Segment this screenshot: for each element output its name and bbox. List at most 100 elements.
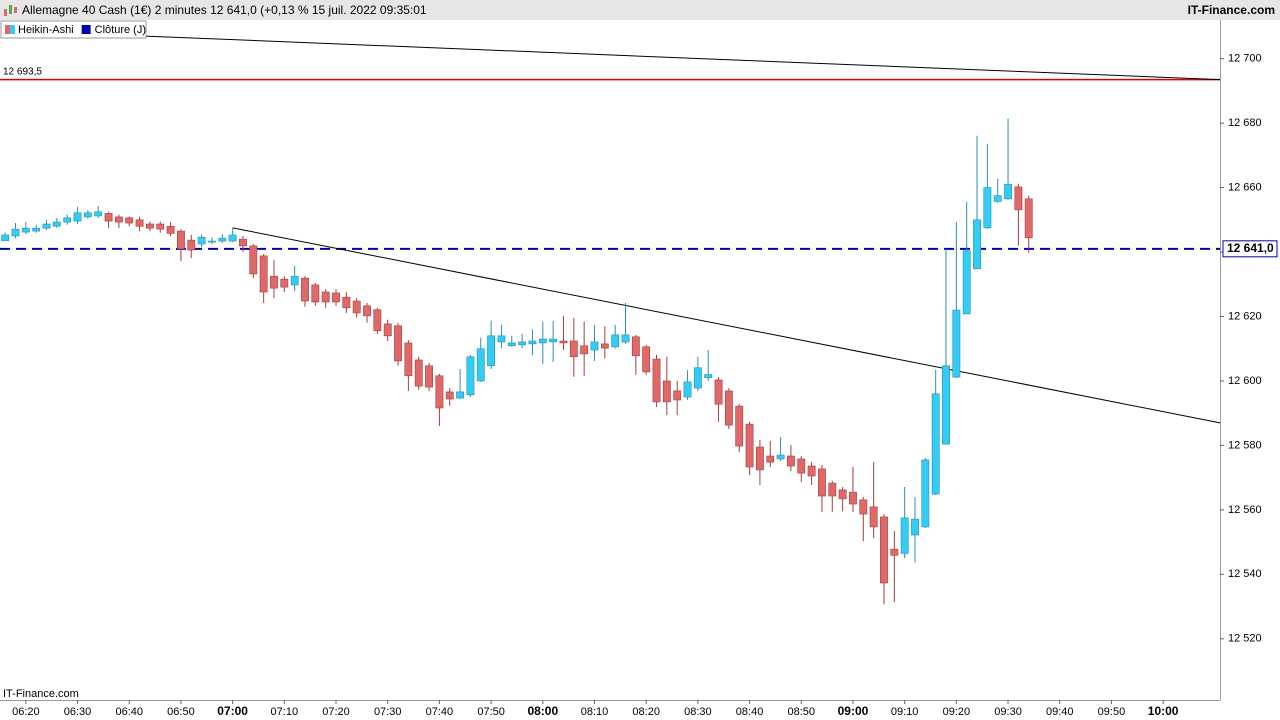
candle-body bbox=[538, 338, 547, 344]
legend-swatch bbox=[81, 25, 91, 34]
x-tick-label: 07:10 bbox=[271, 706, 299, 718]
candle-body bbox=[528, 340, 537, 345]
candle-body bbox=[693, 367, 702, 389]
candle-body bbox=[973, 219, 981, 270]
candle-body bbox=[849, 491, 857, 505]
candle-body bbox=[921, 459, 930, 528]
candle-body bbox=[394, 325, 402, 362]
candle-body bbox=[962, 250, 971, 315]
candle-body bbox=[549, 338, 558, 343]
candle-body bbox=[621, 334, 630, 343]
x-tick-label: 06:40 bbox=[115, 706, 143, 718]
candle-body bbox=[755, 446, 764, 471]
candle-body bbox=[983, 187, 992, 229]
candle-body bbox=[818, 468, 826, 497]
candle-body bbox=[104, 213, 113, 222]
candle-body bbox=[652, 358, 661, 403]
x-tick-label: 07:00 bbox=[217, 704, 248, 718]
header-icon bbox=[4, 5, 17, 16]
y-tick-label: 12 580 bbox=[1228, 439, 1262, 451]
legend-label: Heikin-Ashi bbox=[18, 24, 74, 36]
x-tick-label: 09:50 bbox=[1098, 706, 1126, 718]
candle-body bbox=[611, 334, 620, 348]
x-tick-label: 07:30 bbox=[374, 706, 402, 718]
candle-body bbox=[301, 277, 309, 302]
candle-body bbox=[363, 305, 371, 317]
trend-line bbox=[129, 34, 1221, 81]
candle-body bbox=[197, 236, 206, 245]
candle-body bbox=[580, 345, 589, 355]
candle-body bbox=[828, 482, 837, 497]
x-tick-label: 06:30 bbox=[64, 706, 92, 718]
legend-label: Clôture (J) bbox=[95, 24, 146, 36]
y-tick-label: 12 700 bbox=[1228, 53, 1262, 65]
candle-body bbox=[559, 340, 568, 344]
candle-body bbox=[228, 234, 237, 242]
candle-body bbox=[425, 365, 433, 388]
candle-body bbox=[445, 391, 454, 400]
candle-body bbox=[83, 212, 92, 218]
candle-body bbox=[838, 489, 847, 500]
y-tick-label: 12 680 bbox=[1228, 117, 1262, 129]
candle-body bbox=[518, 341, 527, 346]
candle-body bbox=[1024, 198, 1033, 239]
candle-body bbox=[869, 506, 878, 528]
x-tick-label: 08:10 bbox=[581, 706, 609, 718]
x-tick-label: 07:50 bbox=[477, 706, 505, 718]
candle-body bbox=[332, 292, 340, 303]
level-label: 12 693,5 bbox=[3, 66, 42, 77]
candle-body bbox=[590, 341, 599, 351]
x-tick-label: 06:20 bbox=[12, 706, 40, 718]
candle-body bbox=[321, 291, 330, 303]
candle-body bbox=[787, 455, 795, 467]
candle-body bbox=[890, 548, 899, 556]
price-label: 12 641,0 bbox=[1227, 241, 1274, 255]
candle-body bbox=[145, 223, 154, 229]
candle-body bbox=[135, 219, 144, 227]
candle-body bbox=[383, 323, 392, 337]
source: IT-Finance.com bbox=[1188, 3, 1275, 17]
candle-body bbox=[880, 516, 888, 584]
candle-body bbox=[600, 343, 609, 349]
candle-body bbox=[797, 458, 806, 474]
candle-body bbox=[942, 365, 950, 445]
candle-body bbox=[52, 221, 61, 227]
x-tick-label: 08:30 bbox=[684, 706, 712, 718]
candle-body bbox=[373, 309, 382, 331]
x-tick-label: 06:50 bbox=[167, 706, 195, 718]
y-tick-label: 12 560 bbox=[1228, 504, 1262, 516]
candle-body bbox=[114, 216, 123, 223]
candle-body bbox=[735, 405, 744, 447]
x-tick-label: 09:40 bbox=[1046, 706, 1074, 718]
candle-body bbox=[507, 342, 516, 347]
candle-body bbox=[724, 390, 733, 426]
x-tick-label: 10:00 bbox=[1148, 704, 1179, 718]
y-tick-label: 12 660 bbox=[1228, 181, 1262, 193]
candle-body bbox=[290, 275, 299, 286]
candle-body bbox=[859, 499, 868, 515]
candle-body bbox=[1004, 184, 1012, 200]
candle-body bbox=[352, 300, 361, 314]
plot-area bbox=[0, 34, 1221, 605]
candle-body bbox=[63, 217, 72, 223]
legend bbox=[0, 20, 147, 39]
legend-swatch bbox=[5, 25, 10, 34]
candle-body bbox=[476, 348, 485, 382]
candle-body bbox=[435, 375, 444, 409]
candle-body bbox=[704, 374, 713, 379]
candle-body bbox=[249, 245, 258, 275]
x-tick-label: 08:00 bbox=[527, 704, 558, 718]
chart-title: Allemagne 40 Cash (1€) 2 minutes 12 641,… bbox=[22, 3, 427, 17]
candle-body bbox=[931, 393, 940, 495]
candle-body bbox=[487, 335, 496, 367]
y-tick-label: 12 600 bbox=[1228, 375, 1262, 387]
candle-body bbox=[311, 284, 320, 303]
candle-body bbox=[208, 240, 216, 243]
candle-body bbox=[642, 346, 651, 373]
candle-body bbox=[259, 255, 268, 293]
candle-body bbox=[73, 212, 82, 222]
candle-body bbox=[993, 195, 1002, 202]
y-tick-label: 12 540 bbox=[1228, 568, 1262, 580]
candle-body bbox=[414, 359, 423, 387]
